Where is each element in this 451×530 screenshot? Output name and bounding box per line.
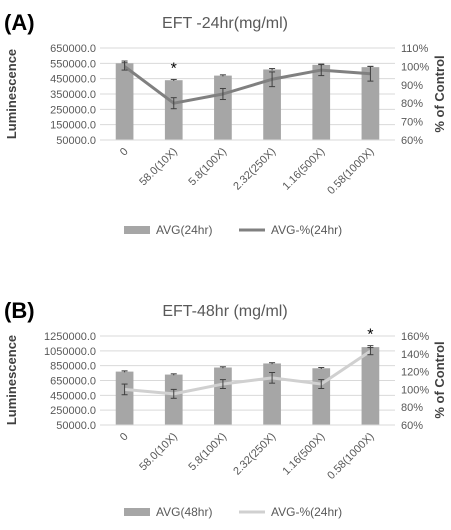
legend-label: AVG(48hr)	[156, 505, 212, 519]
y2-tick-label: 60%	[401, 135, 423, 147]
bar	[312, 368, 331, 425]
y-tick-label: 150000.0	[50, 120, 96, 132]
bar	[361, 347, 380, 425]
x-tick-label: 58.0(10X)	[137, 146, 180, 189]
bar	[214, 367, 232, 425]
chart-panel-b: (B) EFT-48hr (mg/ml) 50000.0 250000.0 450000…	[4, 298, 447, 519]
y2-tick-label: 60%	[401, 420, 423, 432]
x-tick-label: 0.58(1000X)	[325, 146, 376, 197]
x-tick-label: 0.58(1000X)	[325, 431, 376, 482]
bar	[164, 80, 183, 140]
legend-label: AVG-%(24hr)	[271, 223, 342, 237]
y-tick-label: 450000.0	[50, 74, 96, 86]
x-tick-label: 0	[118, 431, 131, 444]
legend-swatch-bar	[124, 226, 150, 234]
x-tick-label: 1.16(500X)	[280, 146, 327, 193]
x-tick-label: 0	[118, 146, 131, 159]
bar	[115, 371, 134, 425]
x-tick-label: 1.16(500X)	[280, 431, 327, 478]
chart-title: EFT-48hr (mg/ml)	[162, 303, 287, 320]
y-tick-label: 250000.0	[50, 104, 96, 116]
y2-axis-title: % of Control	[432, 55, 447, 132]
y-tick-label: 250000.0	[50, 405, 96, 417]
y-tick-label: 50000.0	[56, 135, 96, 147]
y2-tick-label: 140%	[401, 349, 429, 361]
bar	[214, 75, 232, 140]
y2-tick-label: 100%	[401, 384, 429, 396]
series-line	[123, 65, 371, 105]
y2-tick-label: 80%	[401, 98, 423, 110]
panel-label: (A)	[4, 10, 35, 35]
y-tick-label: 50000.0	[56, 420, 96, 432]
y-axis-title: Luminescence	[4, 335, 19, 425]
y2-tick-label: 100%	[401, 61, 429, 73]
legend-swatch-bar	[124, 508, 150, 516]
y2-tick-label: 70%	[401, 117, 423, 129]
y-tick-label: 350000.0	[50, 89, 96, 101]
significance-marker: *	[171, 60, 177, 77]
y-tick-label: 1050000.0	[44, 346, 96, 358]
bar	[164, 374, 183, 425]
y-tick-label: 1250000.0	[44, 331, 96, 343]
bar	[312, 64, 331, 140]
bar	[263, 69, 281, 140]
y2-tick-label: 80%	[401, 402, 423, 414]
legend-label: AVG(24hr)	[156, 223, 212, 237]
y2-tick-label: 110%	[401, 43, 429, 55]
y2-tick-label: 120%	[401, 367, 429, 379]
chart-panel-a: (A) EFT -24hr(mg/ml) 50000.0 150000.0 250000…	[4, 10, 447, 237]
y-axis-title: Luminescence	[4, 49, 19, 139]
y-tick-label: 850000.0	[50, 361, 96, 373]
x-tick-label: 5.8(100X)	[186, 431, 229, 474]
y-tick-label: 550000.0	[50, 58, 96, 70]
x-tick-label: 5.8(100X)	[186, 146, 229, 189]
bar	[361, 67, 380, 140]
x-tick-label: 2.32(250X)	[231, 431, 278, 478]
legend-label: AVG-%(24hr)	[271, 505, 342, 519]
series-line	[124, 349, 372, 396]
y2-tick-label: 90%	[401, 80, 423, 92]
bar	[115, 63, 134, 141]
y2-axis-title: % of Control	[432, 341, 447, 418]
y-tick-label: 650000.0	[50, 376, 96, 388]
significance-marker: *	[367, 327, 373, 344]
x-tick-label: 58.0(10X)	[137, 431, 180, 474]
x-tick-label: 2.32(250X)	[231, 146, 278, 193]
y-tick-label: 450000.0	[50, 390, 96, 402]
panel-label: (B)	[4, 298, 35, 323]
y2-tick-label: 160%	[401, 331, 429, 343]
y-tick-label: 650000.0	[50, 43, 96, 55]
chart-title: EFT -24hr(mg/ml)	[162, 15, 288, 32]
